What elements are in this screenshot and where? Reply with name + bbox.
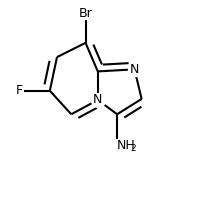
Text: 2: 2: [130, 144, 136, 153]
Text: N: N: [130, 63, 139, 76]
Text: Br: Br: [79, 7, 92, 20]
Text: NH: NH: [117, 139, 136, 152]
Text: N: N: [93, 93, 102, 106]
Text: F: F: [16, 84, 23, 97]
